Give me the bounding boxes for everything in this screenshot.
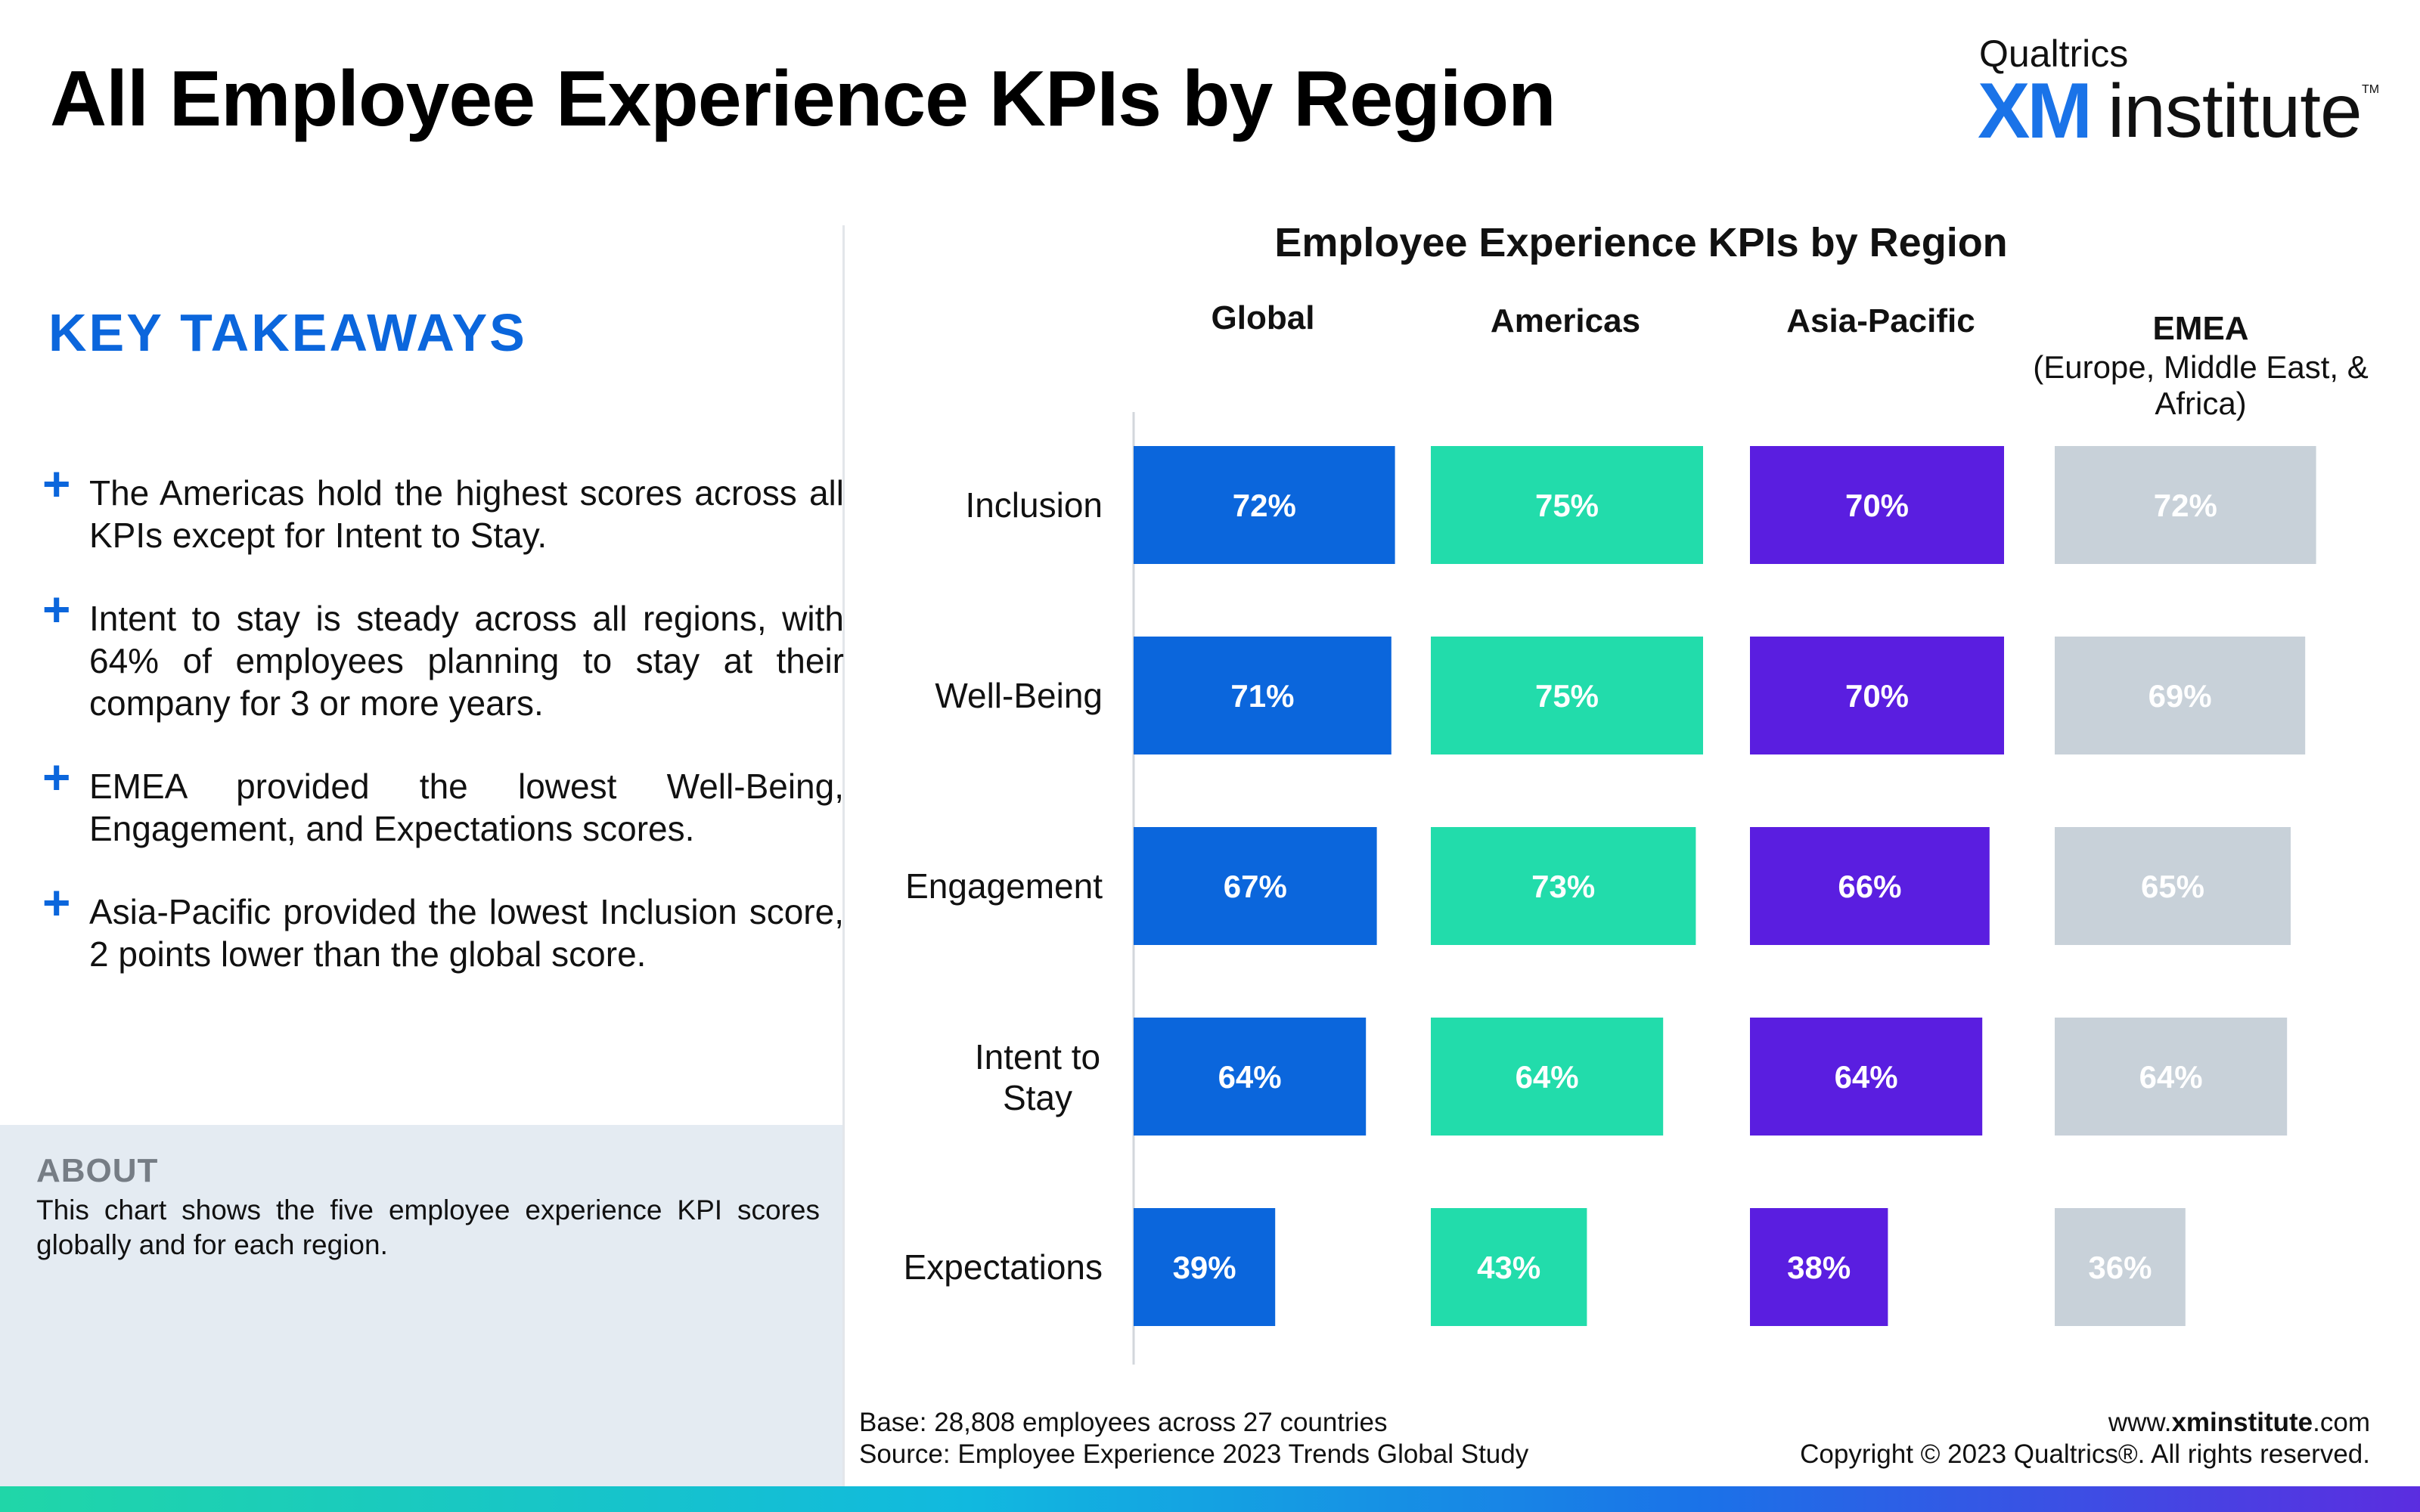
region-header-emea: EMEA — [2152, 310, 2249, 347]
bar-value-label-global-0: 72% — [1233, 488, 1296, 523]
category-label-inclusion: Inclusion — [965, 485, 1103, 525]
takeaway-text: Asia-Pacific provided the lowest Inclusi… — [89, 892, 844, 974]
bar-value-label-emea-0: 72% — [2154, 488, 2217, 523]
plus-icon: + — [42, 875, 71, 930]
takeaway-item: + Intent to stay is steady across all re… — [42, 585, 844, 723]
logo-brand: Qualtrics — [1979, 33, 2129, 75]
bar-americas-4 — [1431, 1208, 1587, 1326]
bar-value-label-americas-1: 75% — [1535, 678, 1599, 714]
page-title: All Employee Experience KPIs by Region — [50, 55, 1556, 143]
site-suffix: .com — [2313, 1408, 2370, 1437]
region-header-global: Global — [1211, 299, 1315, 336]
bar-emea-3 — [2055, 1018, 2288, 1136]
bar-value-label-americas-4: 43% — [1477, 1250, 1540, 1285]
about-panel: ABOUT This chart shows the five employee… — [0, 1125, 842, 1486]
bar-value-label-emea-3: 64% — [2139, 1059, 2203, 1095]
bar-global-4 — [1134, 1208, 1276, 1326]
bar-global-2 — [1134, 827, 1377, 945]
takeaway-item: + The Americas hold the highest scores a… — [42, 460, 844, 562]
bar-asia-pacific-1 — [1750, 637, 2004, 754]
site-domain: xminstitute — [2171, 1408, 2313, 1437]
bar-groups: 72% 71% 67% 64% 39% 75% 75% 73% 64% 43% 70% 70% 66% 6… — [1134, 446, 2316, 1326]
takeaway-item: + Asia-Pacific provided the lowest Inclu… — [42, 878, 844, 981]
bar-value-label-asia-pacific-3: 64% — [1835, 1059, 1898, 1095]
panel-divider — [842, 225, 845, 1512]
category-label-expectations: Expectations — [904, 1247, 1103, 1287]
category-labels: Inclusion Well-Being Engagement Intent to St… — [904, 485, 1103, 1287]
bottom-gradient-bar — [0, 1486, 2420, 1512]
bar-value-label-americas-0: 75% — [1535, 488, 1599, 523]
bar-value-label-asia-pacific-2: 66% — [1838, 869, 1901, 904]
website-line: www.xminstitute.com — [2108, 1408, 2370, 1438]
bar-emea-1 — [2055, 637, 2306, 754]
xm-institute-logo: Qualtrics XM institute TM — [1978, 30, 2379, 155]
base-note: Base: 28,808 employees across 27 countri… — [859, 1408, 1388, 1437]
takeaway-text: Intent to stay is steady across all regi… — [89, 599, 844, 723]
bar-global-1 — [1134, 637, 1392, 754]
bar-americas-0 — [1431, 446, 1703, 564]
bar-asia-pacific-4 — [1750, 1208, 1888, 1326]
copyright-line: Copyright © 2023 Qualtrics®. All rights … — [1800, 1439, 2370, 1469]
logo-institute: institute — [2108, 69, 2363, 153]
bar-asia-pacific-3 — [1750, 1018, 1983, 1136]
chart-title: Employee Experience KPIs by Region — [1274, 220, 2008, 265]
bar-value-label-global-4: 39% — [1173, 1250, 1236, 1285]
bar-value-label-global-1: 71% — [1230, 678, 1294, 714]
bar-value-label-asia-pacific-1: 70% — [1845, 678, 1909, 714]
bar-americas-3 — [1431, 1018, 1664, 1136]
plus-icon: + — [42, 750, 71, 804]
bar-value-label-emea-1: 69% — [2149, 678, 2212, 714]
takeaway-item: + EMEA provided the lowest Well-Being, E… — [42, 753, 844, 856]
bar-value-label-emea-4: 36% — [2088, 1250, 2152, 1285]
bar-value-label-americas-2: 73% — [1531, 869, 1595, 904]
bar-americas-1 — [1431, 637, 1703, 754]
bar-global-3 — [1134, 1018, 1367, 1136]
bar-asia-pacific-0 — [1750, 446, 2004, 564]
region-header-asia-pacific: Asia-Pacific — [1786, 302, 1975, 339]
bar-emea-2 — [2055, 827, 2291, 945]
plus-icon: + — [42, 582, 71, 637]
bar-value-label-asia-pacific-4: 38% — [1787, 1250, 1851, 1285]
logo-xm: XM — [1978, 67, 2093, 155]
logo-trademark: TM — [2362, 83, 2380, 96]
bar-value-label-emea-2: 65% — [2141, 869, 2204, 904]
region-header-americas: Americas — [1490, 302, 1641, 339]
bar-emea-0 — [2055, 446, 2316, 564]
takeaway-text: The Americas hold the highest scores acr… — [89, 473, 844, 555]
plus-icon: + — [42, 457, 71, 511]
site-prefix: www. — [2108, 1408, 2172, 1437]
bar-asia-pacific-2 — [1750, 827, 1990, 945]
bar-value-label-asia-pacific-0: 70% — [1845, 488, 1909, 523]
bar-global-0 — [1134, 446, 1395, 564]
bar-value-label-global-2: 67% — [1224, 869, 1287, 904]
category-label-intent-to-stay: Intent to Stay — [975, 1037, 1100, 1117]
about-text: This chart shows the five employee exper… — [36, 1194, 820, 1260]
bar-value-label-global-3: 64% — [1218, 1059, 1282, 1095]
bar-value-label-americas-3: 64% — [1516, 1059, 1579, 1095]
takeaway-text: EMEA provided the lowest Well-Being, Eng… — [89, 767, 844, 848]
about-title: ABOUT — [36, 1152, 159, 1189]
category-label-engagement: Engagement — [905, 866, 1103, 906]
category-label-well-being: Well-Being — [935, 676, 1103, 715]
key-takeaways-heading: KEY TAKEAWAYS — [48, 303, 527, 362]
bar-americas-2 — [1431, 827, 1696, 945]
region-subtitle-emea: (Europe, Middle East, & Africa) — [2033, 349, 2369, 421]
bar-emea-4 — [2055, 1208, 2186, 1326]
source-note: Source: Employee Experience 2023 Trends … — [859, 1439, 1529, 1469]
